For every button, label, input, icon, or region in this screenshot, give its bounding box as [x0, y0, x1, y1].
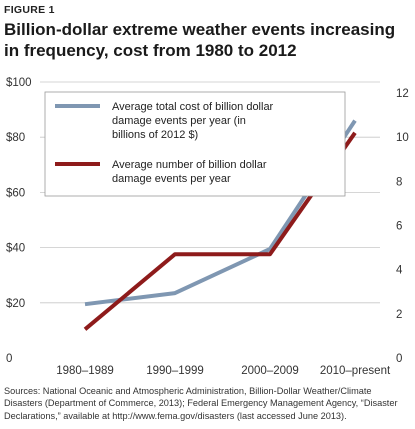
- y-right-tick-label: 4: [396, 265, 403, 277]
- legend-box: [44, 91, 346, 197]
- y-right-ticks: 0 2 4 6 8 10 12: [396, 88, 409, 365]
- y-left-tick-label: $20: [6, 298, 25, 310]
- legend-label: billions of 2012 $): [112, 129, 198, 141]
- y-right-tick-label: 12: [396, 88, 409, 100]
- y-left-tick-label: $40: [6, 243, 25, 255]
- legend-label: Average total cost of billion dollar: [112, 101, 274, 113]
- x-tick-label: 2000–2009: [241, 365, 299, 377]
- y-right-tick-label: 10: [396, 132, 409, 144]
- y-left-tick-label: $60: [6, 187, 25, 199]
- y-right-tick-label: 0: [396, 353, 402, 365]
- y-right-tick-label: 6: [396, 221, 402, 233]
- y-left-tick-label: $80: [6, 132, 25, 144]
- legend: Average total cost of billion dollar dama…: [44, 91, 346, 197]
- x-ticks: 1980–1989 1990–1999 2000–2009 2010–present: [56, 365, 391, 377]
- x-tick-label: 1990–1999: [146, 365, 204, 377]
- chart: 0 $20 $40 $60 $80 $100 0 2 4 6 8 10 12 1980–1989 199…: [6, 77, 409, 377]
- chart-title: Billion-dollar extreme weather events in…: [4, 20, 396, 60]
- x-tick-label: 1980–1989: [56, 365, 114, 377]
- y-left-tick-label: $100: [6, 77, 32, 89]
- y-left-ticks: 0 $20 $40 $60 $80 $100: [6, 77, 32, 365]
- legend-label: Average number of billion dollar: [112, 159, 267, 171]
- sources-note: Sources: National Oceanic and Atmospheri…: [4, 386, 398, 421]
- y-left-tick-label: 0: [6, 353, 12, 365]
- y-right-tick-label: 8: [396, 176, 402, 188]
- x-tick-label: 2010–present: [320, 365, 391, 377]
- legend-label: damage events per year (in: [112, 115, 246, 127]
- figure-label: FIGURE 1: [4, 4, 55, 16]
- legend-label: damage events per year: [112, 173, 231, 185]
- y-right-tick-label: 2: [396, 309, 402, 321]
